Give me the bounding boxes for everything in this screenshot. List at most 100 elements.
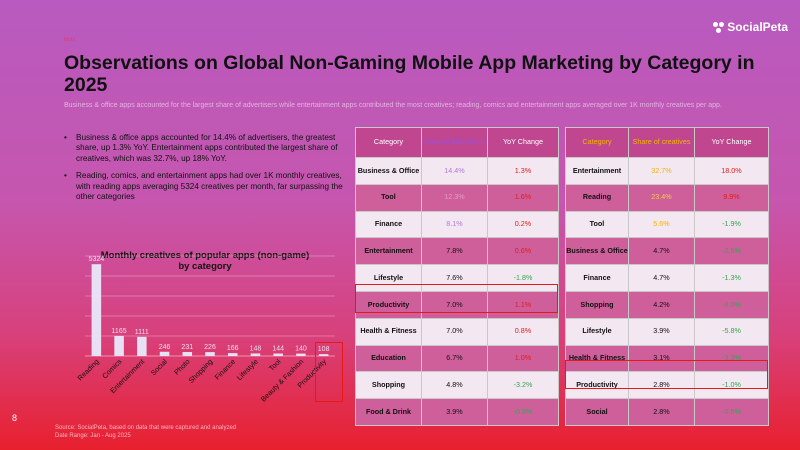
data-label: 231 [181, 344, 193, 351]
share-cell: 2.8% [628, 371, 695, 400]
category-cell: Tool [355, 183, 422, 212]
bar-entertainment [137, 336, 147, 356]
table-row: Social 2.8% -0.5% [565, 398, 769, 426]
yoy-change-cell: -8.0% [694, 290, 769, 319]
share-cell: 4.7% [628, 264, 695, 292]
column-header-yoy: YoY Change [487, 127, 559, 158]
table-row: Health & Fitness 7.0% 0.8% [355, 317, 559, 346]
data-label: 140 [295, 346, 307, 353]
column-header-share: Share of advertisers [421, 127, 488, 158]
column-header-category: Category [565, 127, 629, 158]
category-tick-label: Shopping [187, 357, 215, 385]
category-tick-label: Reading [75, 357, 100, 382]
source-note: Source: SocialPeta, based on data that w… [55, 424, 236, 440]
category-cell: Lifestyle [355, 264, 422, 292]
share-cell: 4.7% [628, 237, 695, 266]
yoy-change-cell: 9.9% [694, 183, 769, 212]
bar-productivity [318, 354, 329, 356]
creative-share-table: Category Share of creatives YoY Change E… [565, 127, 769, 426]
category-cell: Finance [565, 264, 629, 292]
share-cell: 7.0% [421, 290, 488, 319]
yoy-change-cell: -0.5% [487, 398, 559, 426]
share-cell: 3.9% [421, 398, 488, 426]
yoy-change-cell: -2.5% [694, 237, 769, 266]
share-cell: 7.0% [421, 317, 488, 346]
advertiser-share-table: Category Share of advertisers YoY Change… [355, 127, 559, 426]
bar-comics [114, 335, 124, 356]
category-tick-label: Tool [267, 357, 283, 373]
data-label: 148 [250, 345, 262, 352]
category-tick-label: Social [149, 357, 169, 377]
category-cell: Business & Office [355, 157, 422, 185]
share-cell: 7.8% [421, 237, 488, 266]
yoy-change-cell: 1.6% [487, 183, 559, 212]
category-tick-label: Finance [213, 357, 237, 381]
source-line: Source: SocialPeta, based on data that w… [55, 425, 237, 431]
yoy-change-cell: 1.3% [487, 157, 559, 185]
share-cell: 6.7% [421, 344, 488, 373]
share-cell: 2.8% [628, 398, 695, 426]
productivity-highlight-advertisers [355, 284, 558, 313]
key-findings-list: Business & office apps accounted for 14.… [64, 133, 347, 209]
share-cell: 3.9% [628, 317, 695, 346]
share-cell: 3.1% [628, 344, 695, 373]
bar-beauty-fashion [296, 353, 306, 356]
category-cell: Education [355, 344, 422, 373]
yoy-change-cell: -3.2% [487, 371, 559, 400]
category-cell: Business & Office [565, 237, 629, 266]
page-number: 8 [12, 413, 18, 423]
bar-photo [182, 352, 193, 356]
table-row: Tool 5.6% -1.9% [565, 210, 769, 239]
share-cell: 12.3% [421, 183, 488, 212]
category-cell: Social [565, 398, 629, 426]
bar-tool [273, 353, 283, 356]
brand-name: SocialPeta [727, 20, 788, 34]
share-cell: 32.7% [628, 157, 695, 185]
category-tick-label: Photo [172, 357, 192, 377]
data-label: 1165 [112, 328, 127, 335]
bar-shopping [205, 352, 215, 356]
page-subtitle: Business & office apps accounted for the… [64, 102, 722, 109]
table-row: Food & Drink 3.9% -0.5% [355, 398, 559, 426]
table-row: Shopping 4.8% -3.2% [355, 371, 559, 400]
data-label: 166 [227, 345, 239, 352]
table-row: Finance 8.1% 0.2% [355, 210, 559, 239]
yoy-change-cell: -3.3% [694, 344, 769, 373]
category-cell: Lifestyle [565, 317, 629, 346]
yoy-change-cell: 1.1% [487, 290, 559, 319]
table-row: Entertainment 32.7% 18.0% [565, 157, 769, 185]
table-row: Lifestyle 3.9% -5.8% [565, 317, 769, 346]
table-row: Shopping 4.2% -8.0% [565, 290, 769, 319]
category-cell: Health & Fitness [355, 317, 422, 346]
column-header-share: Share of creatives [628, 127, 695, 158]
share-cell: 23.4% [628, 183, 695, 212]
section-tag: Mobi [64, 37, 75, 43]
table-row: Education 6.7% 1.0% [355, 344, 559, 373]
yoy-change-cell: 0.6% [487, 237, 559, 266]
finding-item: Business & office apps accounted for 14.… [64, 133, 347, 164]
table-row: Health & Fitness 3.1% -3.3% [565, 344, 769, 373]
category-cell: Entertainment [565, 157, 629, 185]
table-row: Productivity 7.0% 1.1% [355, 290, 559, 319]
category-tick-label: Lifestyle [235, 357, 260, 382]
category-cell: Entertainment [355, 237, 422, 266]
yoy-change-cell: -1.8% [487, 264, 559, 292]
data-label: 144 [272, 346, 284, 353]
category-cell: Productivity [355, 290, 422, 319]
finding-item: Reading, comics, and entertainment apps … [64, 171, 347, 202]
productivity-highlight-chart [315, 342, 343, 402]
table-row: Finance 4.7% -1.3% [565, 264, 769, 292]
yoy-change-cell: 1.0% [487, 344, 559, 373]
date-range-line: Date Range: Jan - Aug 2025 [55, 433, 131, 439]
category-cell: Shopping [565, 290, 629, 319]
table-row: Reading 23.4% 9.9% [565, 183, 769, 212]
productivity-highlight-creatives [565, 360, 768, 389]
category-cell: Shopping [355, 371, 422, 400]
page-title: Observations on Global Non-Gaming Mobile… [64, 52, 755, 96]
yoy-change-cell: -1.3% [694, 264, 769, 292]
category-cell: Reading [565, 183, 629, 212]
share-cell: 8.1% [421, 210, 488, 239]
yoy-change-cell: 0.2% [487, 210, 559, 239]
category-cell: Tool [565, 210, 629, 239]
share-cell: 5.6% [628, 210, 695, 239]
